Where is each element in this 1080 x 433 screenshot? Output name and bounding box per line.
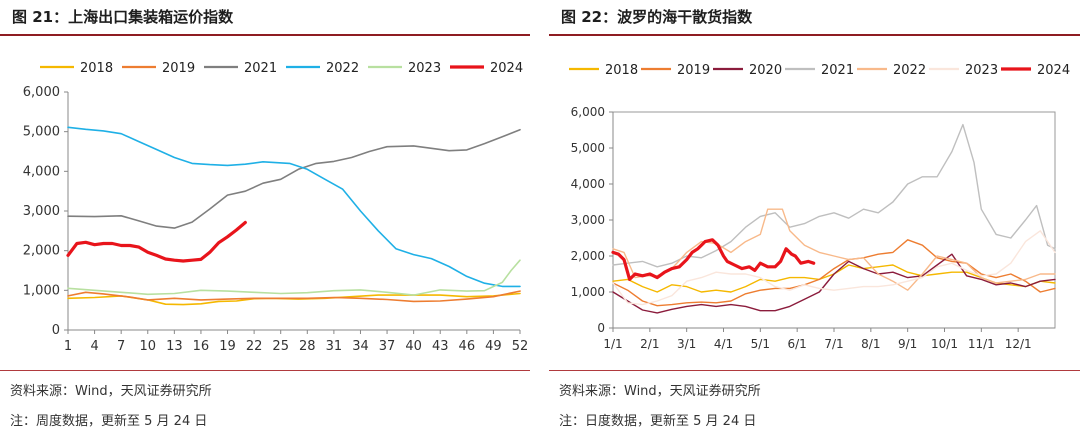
chart-title: 图 22：波罗的海干散货指数 <box>561 8 753 26</box>
x-tick-label: 28 <box>299 339 316 354</box>
note-text: 注：日度数据，更新至 5 月 24 日 <box>559 414 757 429</box>
series-line-2021 <box>612 123 1056 268</box>
legend-label-2021: 2021 <box>821 63 854 78</box>
x-tick-label: 4 <box>90 339 98 354</box>
bdi-line-chart: 0 1,000 2,000 3,000 4,000 5,000 6,000 1/1 2/1 3/1… <box>569 63 1070 351</box>
legend-label-2020: 2020 <box>749 63 782 78</box>
x-tick-label: 40 <box>405 339 422 354</box>
x-tick-label: 22 <box>246 339 263 354</box>
x-tick-label: 13 <box>166 339 183 354</box>
title-divider <box>0 34 530 36</box>
x-tick-label: 8/1 <box>861 337 880 351</box>
title-divider <box>549 34 1080 36</box>
x-tick-label: 7 <box>117 339 125 354</box>
footer-divider <box>0 370 530 371</box>
x-tick-label: 3/1 <box>677 337 696 351</box>
x-tick-label: 1/1 <box>603 337 622 351</box>
legend-label-2023: 2023 <box>408 61 441 76</box>
series-line-2023 <box>612 230 1056 306</box>
y-tick-label: 6,000 <box>23 85 60 100</box>
series-line-2022 <box>67 126 521 288</box>
y-tick-label: 5,000 <box>571 141 605 155</box>
y-tick-label: 2,000 <box>571 249 605 263</box>
x-tick-label: 10 <box>139 339 156 354</box>
y-tick-label: 2,000 <box>23 244 60 259</box>
x-tick-label: 37 <box>379 339 396 354</box>
series-line-2022 <box>612 208 1056 291</box>
chart-panel-right: 图 22：波罗的海干散货指数 0 1,000 2,000 3,000 4,000 5,00… <box>549 0 1080 433</box>
x-tick-label: 49 <box>485 339 502 354</box>
series-line-2023 <box>67 259 521 296</box>
x-tick-label: 31 <box>326 339 343 354</box>
x-tick-label: 1 <box>64 339 72 354</box>
chart-panel-left: 图 21：上海出口集装箱运价指数 0 1,000 2,000 3,000 4,000 5,… <box>0 0 530 433</box>
y-tick-label: 1,000 <box>23 283 60 298</box>
source-text: 资料来源：Wind，天风证券研究所 <box>10 384 212 399</box>
y-tick-label: 5,000 <box>23 125 60 140</box>
x-tick-label: 46 <box>459 339 476 354</box>
legend-label-2021: 2021 <box>244 61 277 76</box>
series-line-2019 <box>612 239 1056 307</box>
y-tick-label: 4,000 <box>23 164 60 179</box>
legend-label-2018: 2018 <box>605 63 638 78</box>
legend-label-2018: 2018 <box>80 61 113 76</box>
x-tick-label: 9/1 <box>898 337 917 351</box>
x-tick-label: 11/1 <box>968 337 995 351</box>
legend-label-2023: 2023 <box>965 63 998 78</box>
legend-label-2024: 2024 <box>1037 63 1070 78</box>
x-tick-label: 10/1 <box>931 337 958 351</box>
y-tick-label: 3,000 <box>23 204 60 219</box>
y-tick-label: 0 <box>597 321 605 335</box>
series-line-2024 <box>611 238 816 281</box>
series-line-2024 <box>66 220 247 263</box>
note-text: 注：周度数据，更新至 5 月 24 日 <box>10 414 208 429</box>
y-tick-label: 6,000 <box>571 105 605 119</box>
legend-label-2022: 2022 <box>326 61 359 76</box>
x-tick-label: 2/1 <box>640 337 659 351</box>
plot-frame <box>612 111 1056 329</box>
x-tick-label: 12/1 <box>1005 337 1032 351</box>
series-line-2019 <box>67 290 521 303</box>
legend-label-2022: 2022 <box>893 63 926 78</box>
x-tick-label: 52 <box>512 339 529 354</box>
x-tick-label: 16 <box>193 339 210 354</box>
footer-divider <box>549 370 1080 371</box>
x-tick-label: 34 <box>352 339 369 354</box>
series-line-2020 <box>612 253 1056 314</box>
scfi-line-chart: 0 1,000 2,000 3,000 4,000 5,000 6,000 1 4 7 10 13 16… <box>23 61 529 354</box>
chart-title: 图 21：上海出口集装箱运价指数 <box>12 8 234 26</box>
y-tick-label: 3,000 <box>571 213 605 227</box>
x-tick-label: 5/1 <box>751 337 770 351</box>
x-tick-label: 25 <box>272 339 289 354</box>
legend-label-2019: 2019 <box>677 63 710 78</box>
series-line-2021 <box>67 128 521 229</box>
y-tick-label: 0 <box>52 323 60 338</box>
y-tick-label: 4,000 <box>571 177 605 191</box>
x-tick-label: 6/1 <box>788 337 807 351</box>
legend-label-2024: 2024 <box>490 61 523 76</box>
x-tick-label: 7/1 <box>824 337 843 351</box>
x-tick-label: 4/1 <box>714 337 733 351</box>
y-tick-label: 1,000 <box>571 285 605 299</box>
legend-label-2019: 2019 <box>162 61 195 76</box>
x-tick-label: 43 <box>432 339 449 354</box>
x-tick-label: 19 <box>219 339 236 354</box>
source-text: 资料来源：Wind，天风证券研究所 <box>559 384 761 399</box>
